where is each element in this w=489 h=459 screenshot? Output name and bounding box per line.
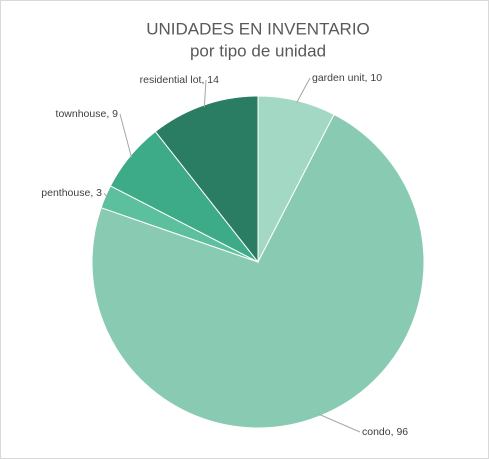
data-label: condo, 96 <box>362 426 408 438</box>
leader-line <box>103 192 108 198</box>
data-label: townhouse, 9 <box>56 108 119 120</box>
chart-subtitle: por tipo de unidad <box>190 41 326 60</box>
leader-line <box>296 77 311 103</box>
chart-title: UNIDADES EN INVENTARIO <box>146 19 370 38</box>
pie-slice <box>154 95 259 264</box>
leader-line <box>318 413 361 433</box>
data-label: residential lot, 14 <box>140 74 220 86</box>
data-label: garden unit, 10 <box>312 72 382 84</box>
pie-slice <box>91 113 425 429</box>
leader-line <box>119 113 133 158</box>
leader-line <box>203 79 207 108</box>
data-label: penthouse, 3 <box>41 187 102 199</box>
